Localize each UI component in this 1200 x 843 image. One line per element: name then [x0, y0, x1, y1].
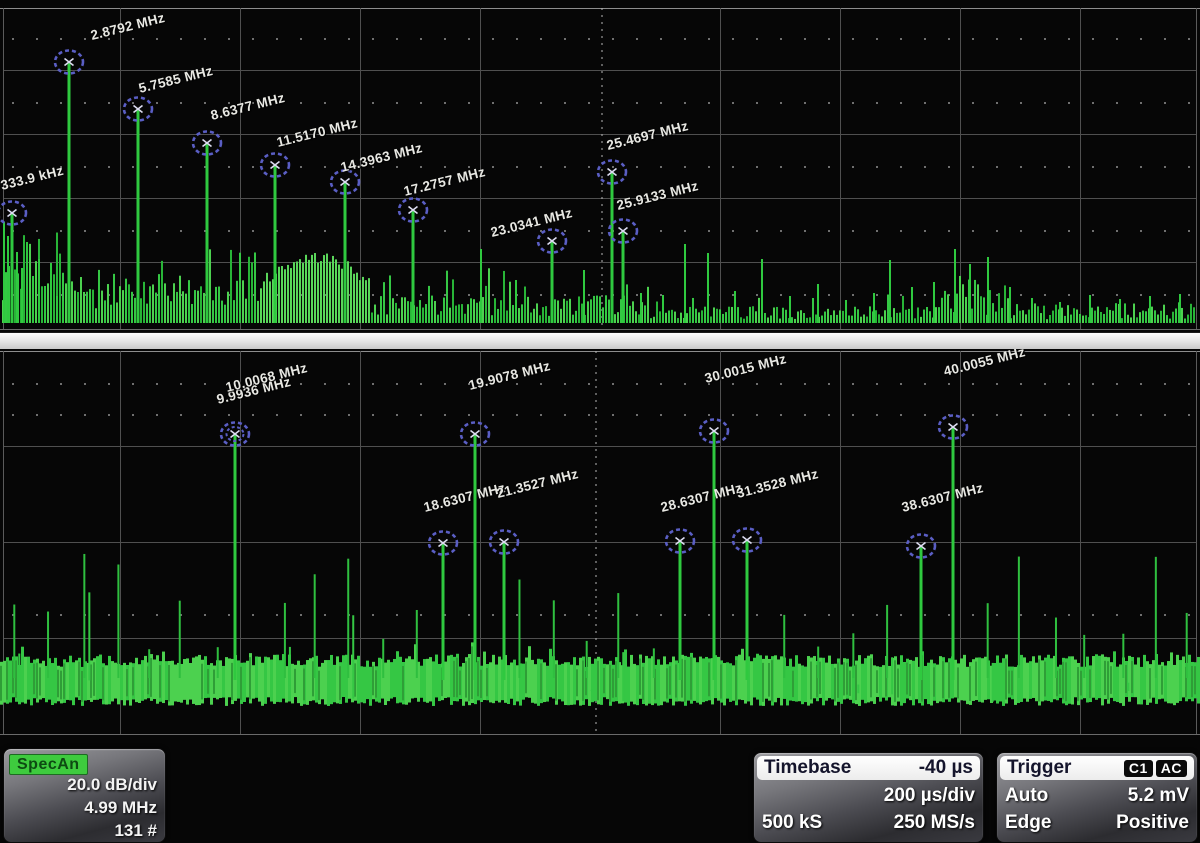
peak-marker — [905, 533, 937, 559]
peak-marker — [122, 96, 154, 122]
specan-scale-value: 20.0 dB/div — [67, 775, 157, 794]
harmonic-peaks — [233, 427, 955, 680]
timebase-panel[interactable]: Timebase -40 µs 200 µs/div 500 kS 250 MS… — [753, 752, 984, 843]
specan-span-value: 4.99 MHz — [84, 798, 157, 817]
peak-marker — [698, 418, 730, 444]
timebase-title: Timebase — [764, 757, 852, 778]
peak-marker — [664, 528, 696, 554]
specan-descriptor-panel[interactable]: SpecAn 20.0 dB/div 4.99 MHz 131 # — [3, 748, 166, 843]
noise-trace — [0, 553, 1200, 706]
peak-marker — [191, 130, 223, 156]
peak-marker — [536, 228, 568, 254]
peak-marker — [219, 421, 251, 447]
peak-marker — [937, 414, 969, 440]
specan-count-value: 131 # — [114, 821, 157, 840]
peak-marker — [596, 159, 628, 185]
plot-divider — [0, 333, 1200, 349]
peak-marker — [397, 197, 429, 223]
peak-marker — [607, 218, 639, 244]
peak-markers — [219, 414, 969, 559]
trigger-slope-value: Positive — [1116, 812, 1189, 833]
peak-marker — [731, 527, 763, 553]
peak-marker — [459, 421, 491, 447]
peak-markers — [0, 49, 639, 254]
peak-marker — [488, 529, 520, 555]
trigger-coupling-badge: AC — [1155, 759, 1187, 777]
peak-marker — [0, 200, 28, 226]
timebase-offset-value: -40 µs — [918, 757, 973, 778]
trigger-mode-value: Auto — [1005, 785, 1049, 806]
peak-marker — [259, 152, 291, 178]
peak-marker — [329, 169, 361, 195]
trigger-level-value: 5.2 mV — [1127, 785, 1189, 806]
timebase-samples-value: 500 kS — [762, 812, 823, 833]
grid — [0, 8, 1200, 330]
peak-marker — [427, 530, 459, 556]
peak-marker — [53, 49, 85, 75]
harmonic-peaks — [10, 62, 625, 323]
grid — [0, 351, 1200, 735]
trigger-type-value: Edge — [1005, 812, 1052, 833]
timebase-scale-value: 200 µs/div — [883, 785, 975, 806]
timebase-rate-value: 250 MS/s — [893, 812, 975, 833]
trigger-source-badge: C1 — [1123, 759, 1153, 777]
specan-label: SpecAn — [9, 754, 88, 775]
trigger-title: Trigger — [1007, 757, 1072, 778]
trigger-panel[interactable]: Trigger C1 AC Auto 5.2 mV Edge Positive — [996, 752, 1198, 843]
